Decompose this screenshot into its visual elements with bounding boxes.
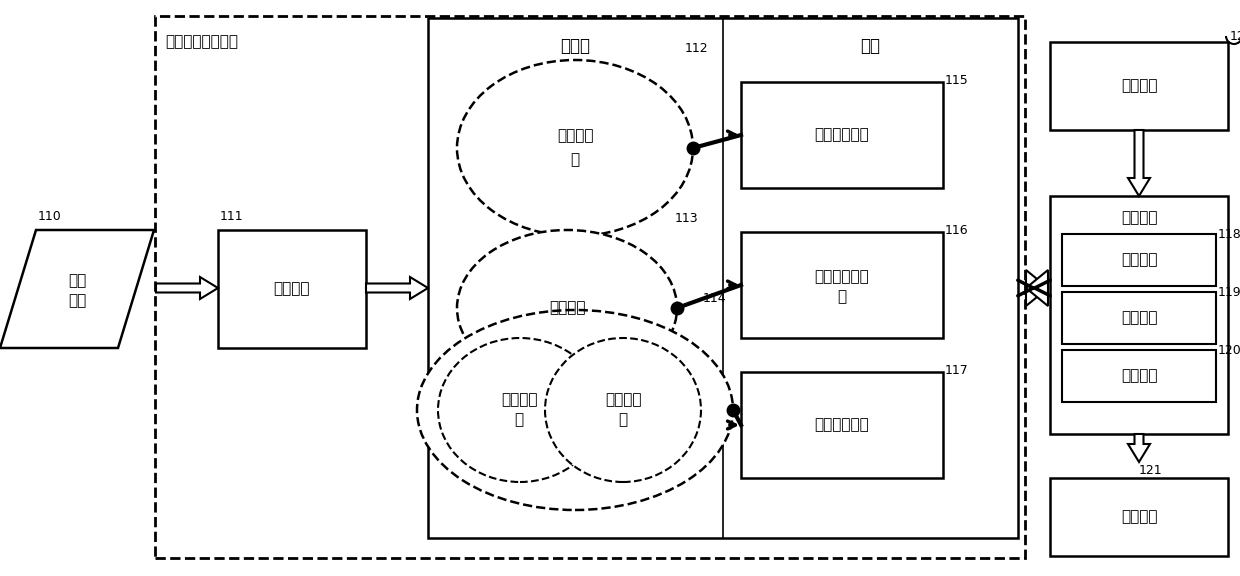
Text: 获取输出: 获取输出 — [1121, 369, 1157, 384]
Ellipse shape — [458, 230, 677, 386]
Text: 模型选择: 模型选择 — [1121, 310, 1157, 325]
Text: 120: 120 — [1218, 343, 1240, 357]
Bar — [742, 82, 942, 188]
Text: 型: 型 — [837, 290, 847, 305]
Text: 特征提取: 特征提取 — [274, 282, 310, 297]
Polygon shape — [0, 230, 154, 348]
Polygon shape — [1128, 130, 1149, 196]
Text: 图类特征: 图类特征 — [549, 301, 585, 316]
Bar — [1061, 292, 1216, 344]
Bar — [1050, 196, 1228, 434]
Ellipse shape — [458, 60, 693, 236]
Bar — [1061, 350, 1216, 402]
Text: 更新接口: 更新接口 — [1121, 78, 1157, 93]
Text: 114: 114 — [703, 291, 727, 305]
Bar — [742, 372, 942, 478]
Text: 流量行为分析模块: 流量行为分析模块 — [165, 34, 238, 49]
Ellipse shape — [546, 338, 701, 482]
Text: 117: 117 — [945, 363, 968, 377]
Text: 122: 122 — [1230, 29, 1240, 43]
Polygon shape — [1128, 434, 1149, 462]
Polygon shape — [1025, 270, 1048, 306]
Polygon shape — [1025, 270, 1048, 306]
Text: 特征集: 特征集 — [560, 37, 590, 55]
Ellipse shape — [438, 338, 601, 482]
Polygon shape — [366, 277, 428, 299]
Text: 115: 115 — [945, 74, 968, 86]
Text: 图相似匹配模: 图相似匹配模 — [815, 270, 869, 285]
Bar — [1061, 234, 1216, 286]
Bar — [1050, 478, 1228, 556]
Text: 111: 111 — [219, 210, 243, 222]
Text: 119: 119 — [1218, 286, 1240, 298]
Bar — [742, 232, 942, 338]
Text: 配置模块: 配置模块 — [1121, 210, 1157, 225]
Text: 采集: 采集 — [68, 274, 86, 289]
Text: 121: 121 — [1140, 464, 1163, 476]
Bar — [218, 230, 366, 348]
Bar — [1050, 42, 1228, 130]
Text: 机器学习模型: 机器学习模型 — [815, 418, 869, 433]
Text: 更新控制: 更新控制 — [1121, 252, 1157, 267]
Text: 数值型特: 数值型特 — [501, 392, 537, 407]
Text: 116: 116 — [945, 223, 968, 237]
Text: 规则匹配模型: 规则匹配模型 — [815, 127, 869, 142]
Text: 118: 118 — [1218, 228, 1240, 241]
Text: 征: 征 — [515, 412, 523, 427]
Bar — [155, 16, 1025, 558]
Text: 112: 112 — [684, 41, 708, 55]
Text: 模型: 模型 — [861, 37, 880, 55]
Polygon shape — [156, 277, 218, 299]
Text: 标称型特: 标称型特 — [605, 392, 641, 407]
Text: 征: 征 — [570, 153, 579, 168]
Bar — [428, 18, 1018, 538]
Text: 110: 110 — [38, 210, 62, 222]
Ellipse shape — [417, 310, 733, 510]
Text: 113: 113 — [675, 211, 698, 225]
Text: 结果输出: 结果输出 — [1121, 510, 1157, 525]
Text: 征: 征 — [619, 412, 627, 427]
Text: 流量: 流量 — [68, 294, 86, 309]
Text: 规则类特: 规则类特 — [557, 128, 593, 143]
